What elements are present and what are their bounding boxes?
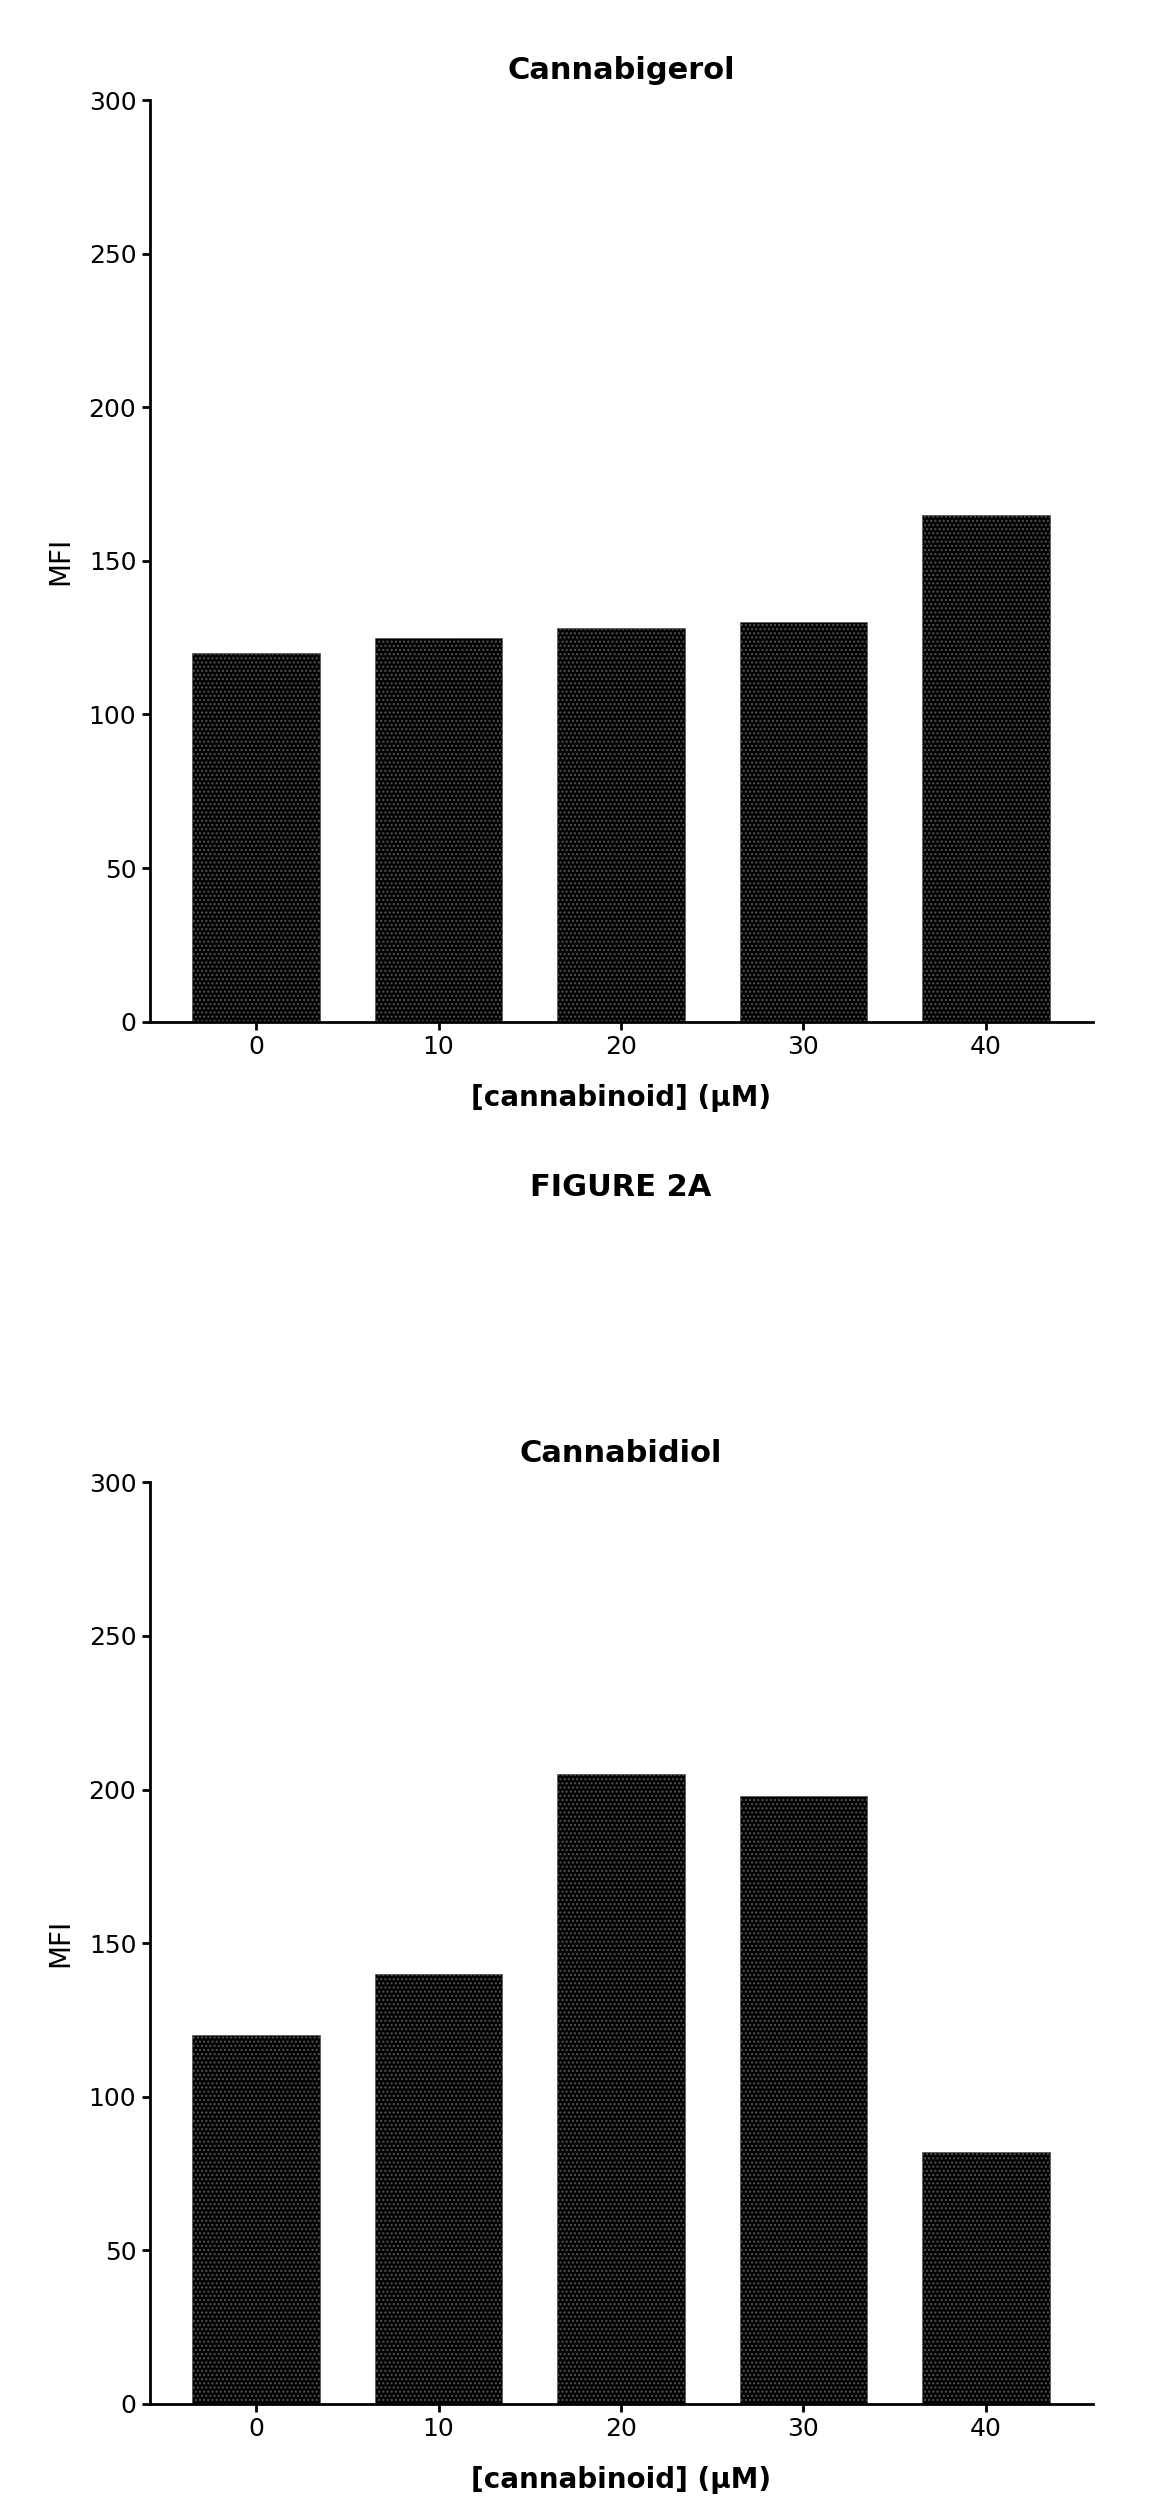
Bar <box>739 623 867 1022</box>
Y-axis label: MFI: MFI <box>47 536 75 586</box>
Bar <box>192 2036 320 2404</box>
Bar <box>922 2151 1050 2404</box>
Y-axis label: MFI: MFI <box>47 1918 75 1968</box>
Title: Cannabigerol: Cannabigerol <box>507 55 735 85</box>
Bar <box>192 654 320 1022</box>
Text: FIGURE 2A: FIGURE 2A <box>530 1172 712 1202</box>
Bar <box>557 1775 685 2404</box>
Bar <box>739 1795 867 2404</box>
X-axis label: [cannabinoid] (μM): [cannabinoid] (μM) <box>472 1084 770 1112</box>
Bar <box>375 639 503 1022</box>
Title: Cannabidiol: Cannabidiol <box>520 1437 722 1467</box>
X-axis label: [cannabinoid] (μM): [cannabinoid] (μM) <box>472 2466 770 2494</box>
Bar <box>922 516 1050 1022</box>
Bar <box>375 1973 503 2404</box>
Bar <box>557 629 685 1022</box>
